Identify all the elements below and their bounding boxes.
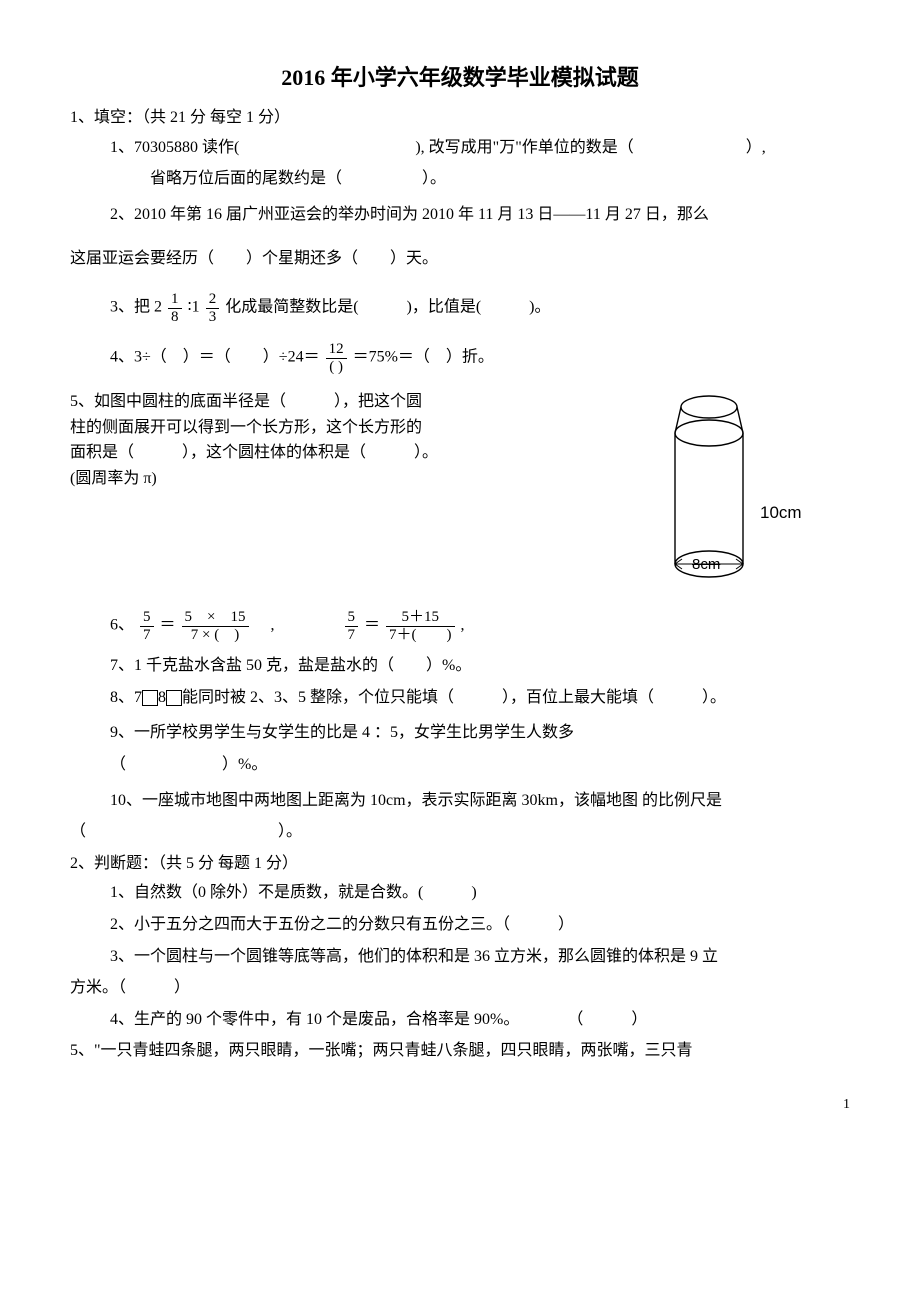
s1-q4-post: ＝75%＝（ ）折。 [353, 349, 494, 366]
page-number: 1 [70, 1094, 850, 1116]
den: 7 [345, 627, 359, 644]
s1-q8b: 8 [158, 689, 166, 706]
s1-q6-pre: 6、 [110, 617, 134, 634]
s1-q10: 10、一座城市地图中两地图上距离为 10cm，表示实际距离 30km，该幅地图 … [110, 788, 850, 814]
eq: ＝ [160, 617, 176, 634]
frac-12-blank: 12 ( ) [326, 341, 347, 375]
cylinder-diagram: 10cm 8cm [670, 389, 850, 589]
blank-box [166, 690, 182, 706]
s2-q1: 1、自然数（0 除外）不是质数，就是合数。( ) [110, 880, 850, 906]
den: 3 [206, 309, 220, 326]
frac-5-7b: 5 7 [345, 609, 359, 643]
page-title: 2016 年小学六年级数学毕业模拟试题 [70, 60, 850, 95]
s1-q5-l2: 柱的侧面展开可以得到一个长方形，这个长方形的 [70, 415, 670, 441]
s1-q3-post: 化成最简整数比是( )，比值是( )。 [225, 299, 550, 316]
eq2: ＝ [364, 617, 380, 634]
end: , [461, 617, 465, 634]
blank-box [142, 690, 158, 706]
s1-q4: 4、3÷（ ）＝（ ）÷24＝ 12 ( ) ＝75%＝（ ）折。 [110, 341, 850, 375]
s1-q2b: 这届亚运会要经历（ ）个星期还多（ ）天。 [70, 246, 850, 272]
frac-2-3: 2 3 [206, 291, 220, 325]
den: 7 [140, 627, 154, 644]
s2-q3: 3、一个圆柱与一个圆锥等底等高，他们的体积和是 36 立方米，那么圆锥的体积是 … [110, 944, 850, 970]
s1-q7: 7、1 千克盐水含盐 50 克，盐是盐水的（ ）%。 [110, 653, 850, 679]
s1-q5-text: 5、如图中圆柱的底面半径是（ ），把这个圆 柱的侧面展开可以得到一个长方形，这个… [70, 389, 670, 491]
s1-q1: 1、70305880 读作( ), 改写成用"万"作单位的数是（ ）, [110, 135, 850, 161]
num: 5 [345, 609, 359, 627]
s1-q1b: 省略万位后面的尾数约是（ ）。 [150, 166, 850, 192]
section2-header: 2、判断题：（共 5 分 每题 1 分） [70, 851, 850, 877]
s1-q2: 2、2010 年第 16 届广州亚运会的举办时间为 2010 年 11 月 13… [110, 202, 850, 228]
s2-q3b: 方米。（ ） [70, 975, 850, 1001]
dim-8cm: 8cm [692, 553, 720, 577]
den: 7＋( ) [386, 627, 455, 644]
s2-q2: 2、小于五分之四而大于五份之二的分数只有五份之三。（ ） [110, 912, 850, 938]
s1-q8c: 能同时被 2、3、5 整除，个位只能填（ ），百位上最大能填（ ）。 [182, 689, 726, 706]
s1-q10b: （ ）。 [70, 819, 850, 845]
s1-q5-l1: 5、如图中圆柱的底面半径是（ ），把这个圆 [70, 389, 670, 415]
s1-q3-pre: 3、把 2 [110, 299, 162, 316]
frac-1-8: 1 8 [168, 291, 182, 325]
num: 1 [168, 291, 182, 309]
s1-q4-pre: 4、3÷（ ）＝（ ）÷24＝ [110, 349, 320, 366]
s1-q3: 3、把 2 1 8 ∶1 2 3 化成最简整数比是( )，比值是( )。 [110, 291, 850, 325]
s1-q3-mid: ∶1 [188, 299, 200, 316]
num: 5 [140, 609, 154, 627]
dim-10cm: 10cm [760, 499, 802, 526]
s2-q4: 4、生产的 90 个零件中，有 10 个是废品，合格率是 90%。 （ ） [110, 1007, 850, 1033]
frac-mult: 5 × 15 7 × ( ) [182, 609, 249, 643]
num: 5 × 15 [182, 609, 249, 627]
comma: , [255, 617, 339, 634]
s1-q9: 9、一所学校男学生与女学生的比是 4 ：5，女学生比男学生人数多 [110, 720, 850, 746]
section1-header: 1、填空：（共 21 分 每空 1 分） [70, 105, 850, 131]
s1-q5-l3: 面积是（ ），这个圆柱体的体积是（ ）。 [70, 440, 670, 466]
frac-5-7a: 5 7 [140, 609, 154, 643]
s1-q8: 8、7 8 能同时被 2、3、5 整除，个位只能填（ ），百位上最大能填（ ）。 [110, 685, 850, 711]
num: 12 [326, 341, 347, 359]
s1-q9b: （ ）%。 [110, 752, 850, 778]
frac-add: 5＋15 7＋( ) [386, 609, 455, 643]
num: 5＋15 [386, 609, 455, 627]
s1-q6: 6、 5 7 ＝ 5 × 15 7 × ( ) , 5 7 ＝ 5＋15 7＋(… [110, 609, 850, 643]
den: ( ) [326, 359, 347, 376]
s1-q5-l4: (圆周率为 π) [70, 466, 670, 492]
s2-q5: 5、"一只青蛙四条腿，两只眼睛，一张嘴；两只青蛙八条腿，四只眼睛，两张嘴，三只青 [70, 1038, 850, 1064]
num: 2 [206, 291, 220, 309]
s1-q8a: 8、7 [110, 689, 142, 706]
den: 7 × ( ) [182, 627, 249, 644]
den: 8 [168, 309, 182, 326]
